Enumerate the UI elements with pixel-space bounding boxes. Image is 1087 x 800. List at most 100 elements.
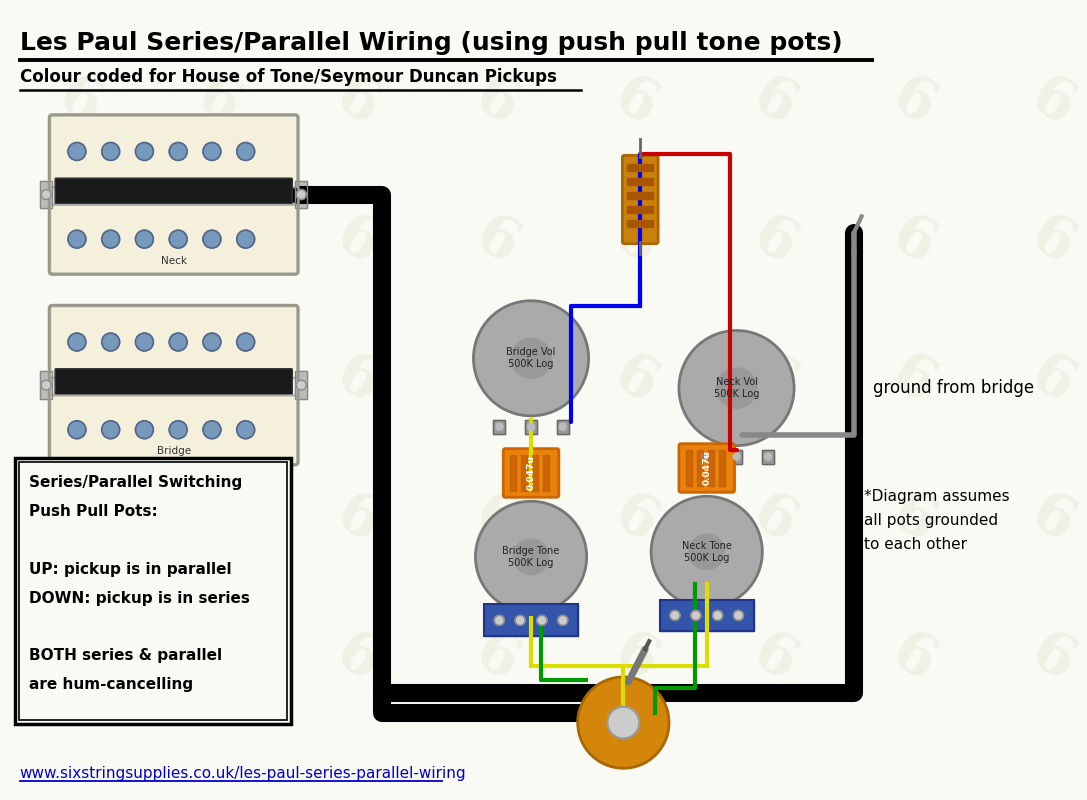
Circle shape [577,677,669,768]
Circle shape [41,380,51,390]
FancyBboxPatch shape [50,395,297,464]
Circle shape [765,453,772,460]
Circle shape [136,142,153,160]
Bar [484,605,578,636]
Bar [484,605,578,636]
Circle shape [237,421,254,438]
Circle shape [511,338,551,378]
Text: 6: 6 [882,485,945,554]
Text: 6: 6 [603,346,666,414]
Bar [18,462,287,720]
Text: 6: 6 [326,207,389,275]
Bar [493,420,505,434]
Text: 6: 6 [326,624,389,693]
Text: 6: 6 [465,207,528,275]
Text: 6: 6 [187,346,250,414]
Text: Series/Parallel Switching: Series/Parallel Switching [28,475,242,490]
Text: 6: 6 [465,346,528,414]
FancyBboxPatch shape [679,444,735,492]
FancyBboxPatch shape [55,369,292,405]
FancyBboxPatch shape [55,178,292,214]
Circle shape [608,706,639,738]
Text: 6: 6 [603,485,666,554]
Circle shape [679,330,795,446]
Bar [40,181,52,209]
Text: 6: 6 [48,346,111,414]
Text: 6: 6 [603,624,666,693]
Text: 6: 6 [326,485,389,554]
Circle shape [102,230,120,248]
Circle shape [102,333,120,351]
Text: 6: 6 [326,68,389,137]
Circle shape [203,333,221,351]
Text: 500K Log: 500K Log [509,359,553,370]
Text: 500K Log: 500K Log [714,389,759,399]
Bar [296,371,308,399]
Text: 6: 6 [882,346,945,414]
Circle shape [670,610,680,620]
Text: 6: 6 [187,207,250,275]
Bar [627,178,653,185]
Bar [730,450,742,463]
FancyBboxPatch shape [50,116,297,187]
Bar [699,450,711,463]
FancyBboxPatch shape [50,205,297,274]
Text: 0.047u: 0.047u [702,450,711,486]
Text: Neck Vol: Neck Vol [715,377,758,387]
Bar [660,599,754,631]
Text: to each other: to each other [863,537,966,552]
Text: all pots grounded: all pots grounded [863,513,998,528]
Circle shape [734,610,744,620]
Text: 6: 6 [187,624,250,693]
Text: 6: 6 [742,624,805,693]
Text: DOWN: pickup is in series: DOWN: pickup is in series [28,590,250,606]
Text: 6: 6 [1021,485,1084,554]
Text: 6: 6 [742,346,805,414]
Circle shape [495,615,504,626]
Bar [525,420,537,434]
Circle shape [297,190,307,199]
Bar [557,420,569,434]
Bar [40,181,52,209]
Text: 6: 6 [187,68,250,137]
Circle shape [496,423,503,430]
Bar [296,181,308,209]
Bar [699,450,711,463]
Text: Neck: Neck [161,255,187,266]
Circle shape [203,421,221,438]
Text: 6: 6 [1021,346,1084,414]
Circle shape [136,333,153,351]
Circle shape [203,230,221,248]
Bar [627,192,653,199]
Circle shape [297,380,307,390]
Bar [719,450,725,486]
Text: 6: 6 [603,207,666,275]
Text: 6: 6 [48,207,111,275]
Bar [557,420,569,434]
Bar [708,450,714,486]
Bar [627,220,653,226]
Circle shape [527,423,535,430]
Circle shape [733,453,740,460]
Circle shape [474,301,589,416]
Text: 6: 6 [48,485,111,554]
Circle shape [203,142,221,160]
Bar [762,450,774,463]
Bar [40,371,52,399]
Text: 6: 6 [742,485,805,554]
Text: Push Pull Pots:: Push Pull Pots: [28,504,158,519]
Text: Les Paul Series/Parallel Wiring (using push pull tone pots): Les Paul Series/Parallel Wiring (using p… [20,30,842,54]
Circle shape [559,423,566,430]
Text: 6: 6 [1021,207,1084,275]
Circle shape [713,610,723,620]
Text: 6: 6 [1021,68,1084,137]
Circle shape [170,230,187,248]
Text: www.sixstringsupplies.co.uk/les-paul-series-parallel-wiring: www.sixstringsupplies.co.uk/les-paul-ser… [20,766,466,781]
Text: 6: 6 [48,68,111,137]
Text: 6: 6 [882,624,945,693]
Bar [525,420,537,434]
Text: 6: 6 [1021,624,1084,693]
Bar [296,371,308,399]
Bar [544,454,549,491]
FancyBboxPatch shape [50,306,297,378]
